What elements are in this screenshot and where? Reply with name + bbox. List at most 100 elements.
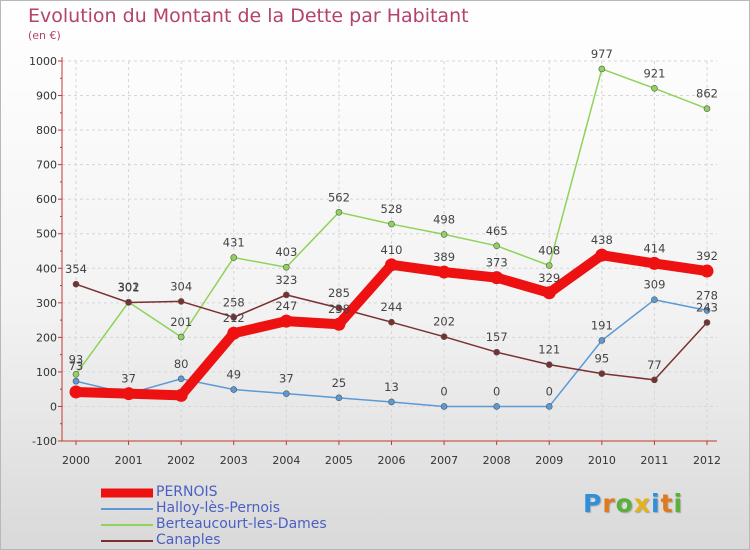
data-point — [545, 262, 553, 269]
data-point — [651, 296, 658, 304]
legend-item-berteaucourt: Berteaucourt-les-Dames — [101, 516, 361, 533]
logo-letter: P — [583, 489, 603, 518]
x-tick-label: 2012 — [693, 454, 721, 467]
data-label: 80 — [174, 357, 189, 371]
legend-swatch-berteaucourt — [101, 524, 153, 526]
data-label: 498 — [433, 212, 455, 226]
y-tick-label: 600 — [36, 193, 57, 206]
y-tick-label: 400 — [36, 262, 57, 275]
data-point — [493, 242, 500, 250]
data-point — [72, 280, 80, 288]
data-point — [72, 371, 80, 378]
data-label: 329 — [538, 271, 560, 285]
data-point — [283, 263, 290, 271]
data-point — [335, 394, 343, 402]
data-label: 49 — [226, 368, 241, 382]
data-point — [69, 385, 83, 399]
data-label: 243 — [696, 301, 718, 315]
y-tick-label: 500 — [36, 228, 57, 241]
data-label: 212 — [223, 311, 245, 325]
legend-item-canaples: Canaples — [101, 532, 361, 549]
data-point — [177, 298, 185, 305]
data-label: 73 — [69, 359, 84, 373]
data-label: 247 — [275, 299, 297, 313]
data-point — [545, 403, 553, 410]
data-label: 410 — [381, 243, 403, 257]
data-label: 921 — [643, 66, 665, 80]
data-label: 258 — [223, 295, 245, 309]
data-point — [230, 386, 238, 393]
x-tick-label: 2003 — [220, 454, 248, 467]
y-tick-label: 1000 — [29, 55, 57, 68]
x-tick-label: 2006 — [378, 454, 406, 467]
chart-subtitle: (en €) — [28, 29, 61, 42]
data-label: 278 — [696, 288, 718, 302]
data-point — [122, 387, 136, 401]
legend-label-berteaucourt: Berteaucourt-les-Dames — [156, 516, 327, 532]
data-label: 465 — [486, 224, 508, 238]
data-label: 25 — [332, 376, 347, 390]
y-tick-label: -100 — [32, 435, 57, 448]
logo-letter: i — [651, 489, 661, 518]
data-point — [440, 333, 448, 340]
data-point — [440, 403, 448, 410]
data-label: 354 — [65, 262, 87, 276]
data-label: 0 — [546, 384, 553, 398]
data-label: 121 — [538, 343, 560, 357]
legend-swatch-canaples — [101, 540, 153, 542]
data-point — [703, 319, 711, 326]
data-point — [174, 388, 188, 402]
legend-swatch-halloy — [101, 508, 153, 510]
data-label: 862 — [696, 87, 718, 101]
data-label: 93 — [69, 352, 84, 366]
y-tick-label: 900 — [36, 90, 57, 103]
data-point — [332, 317, 346, 331]
data-label: 373 — [486, 256, 508, 270]
data-label: 389 — [433, 250, 455, 264]
data-label: 0 — [440, 384, 447, 398]
data-label: 528 — [381, 202, 403, 216]
data-label: 562 — [328, 190, 350, 204]
data-point — [493, 348, 500, 356]
data-point — [703, 105, 711, 112]
x-tick-label: 2010 — [588, 454, 616, 467]
data-point — [230, 254, 238, 261]
legend-label-canaples: Canaples — [156, 532, 221, 548]
data-point — [703, 307, 711, 314]
data-point — [388, 220, 395, 228]
y-tick-label: 100 — [36, 366, 57, 379]
data-label: 95 — [595, 352, 610, 366]
y-tick-label: 0 — [50, 400, 57, 413]
data-point — [388, 398, 395, 406]
data-label: 414 — [643, 241, 665, 255]
x-tick-label: 2008 — [483, 454, 511, 467]
legend-item-pernois: PERNOIS — [101, 484, 361, 501]
x-tick-label: 2011 — [640, 454, 668, 467]
logo-letter: r — [602, 489, 616, 518]
legend: PERNOIS Halloy-lès-Pernois Berteaucourt-… — [101, 484, 361, 549]
data-point — [177, 333, 185, 341]
y-tick-label: 800 — [36, 124, 57, 137]
logo-letter: t — [660, 489, 674, 518]
data-point — [227, 326, 241, 340]
data-label: 977 — [591, 47, 613, 61]
data-point — [700, 264, 714, 278]
x-tick-label: 2004 — [272, 454, 300, 467]
proxiti-logo: Proxiti — [583, 489, 683, 518]
data-point — [440, 231, 448, 238]
data-label: 238 — [328, 302, 350, 316]
data-label: 244 — [381, 300, 403, 314]
data-point — [335, 304, 343, 312]
data-label: 157 — [486, 330, 508, 344]
legend-item-halloy: Halloy-lès-Pernois — [101, 500, 361, 517]
logo-letter: i — [673, 489, 684, 518]
data-point — [230, 314, 238, 321]
data-point — [651, 84, 658, 92]
data-point — [283, 390, 290, 397]
data-point — [72, 377, 80, 385]
y-tick-label: 700 — [36, 159, 57, 172]
data-label: 302 — [118, 280, 140, 294]
data-point — [598, 370, 606, 377]
data-point — [493, 403, 500, 410]
